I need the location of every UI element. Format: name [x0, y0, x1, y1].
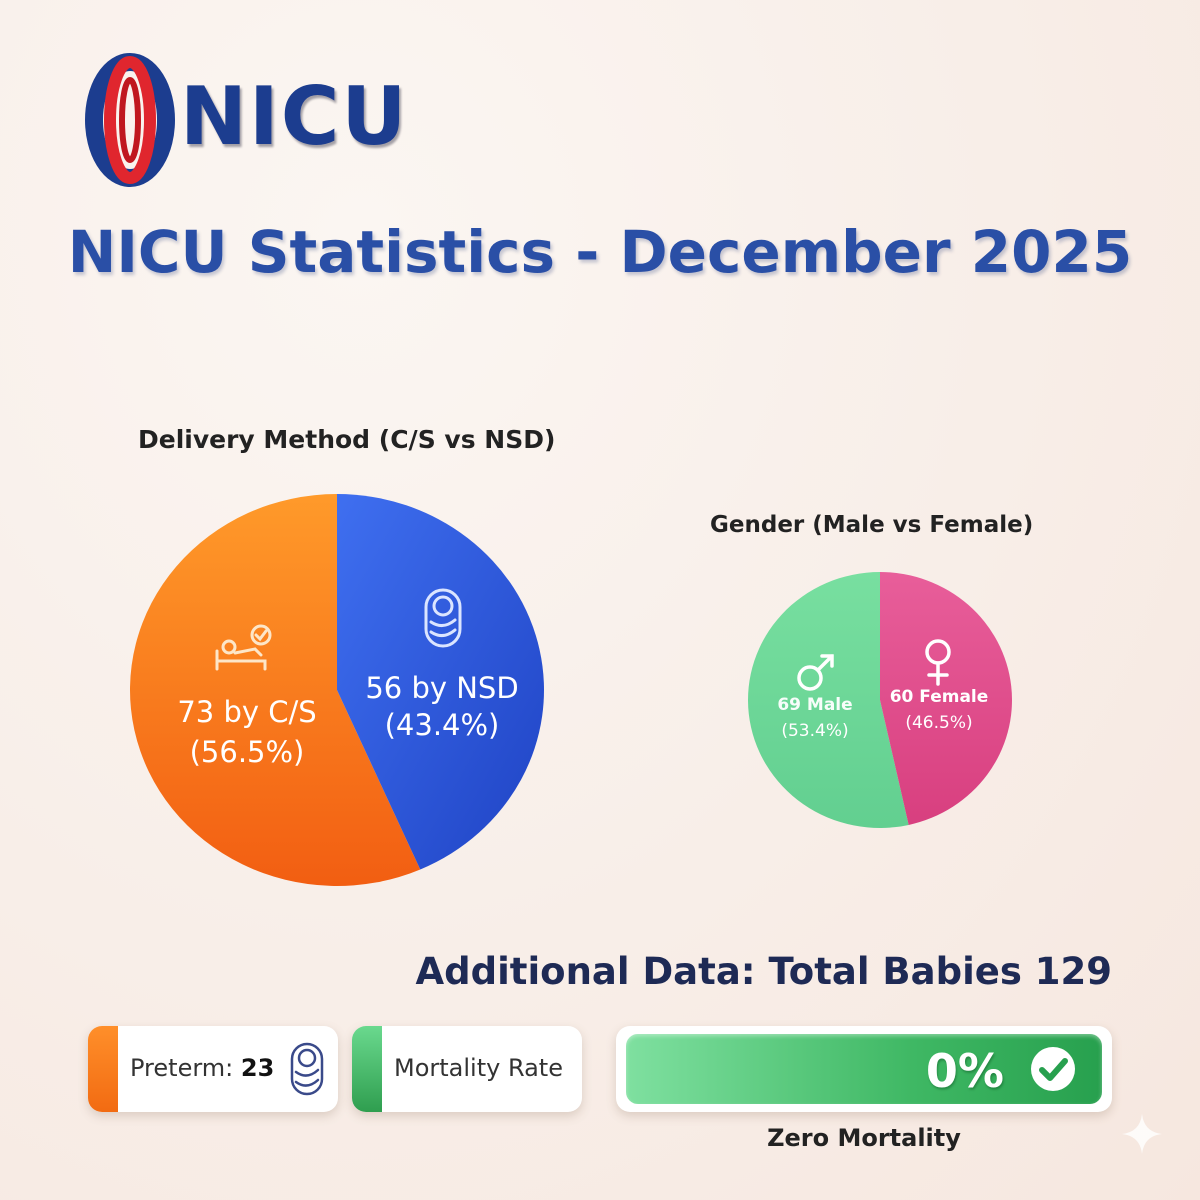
sparkle-icon: [1122, 1114, 1162, 1154]
cs-percent: (56.5%): [190, 735, 305, 769]
female-label: 60 Female: [890, 687, 989, 707]
check-icon: [1031, 1047, 1075, 1091]
female-percent: (46.5%): [905, 713, 972, 733]
pie-slice-nsd: [337, 494, 544, 870]
nsd-label: 56 by NSD: [365, 671, 518, 705]
mortality-value: 0%: [925, 1044, 1004, 1098]
swaddled-baby-icon: [290, 1042, 324, 1096]
preterm-card: Preterm: 23: [88, 1026, 338, 1112]
pie-slice-female: [880, 572, 1013, 825]
male-symbol-icon: [797, 654, 834, 691]
swaddled-baby-icon: [424, 588, 462, 648]
logo-text: NICU: [180, 70, 409, 163]
nsd-percent: (43.4%): [385, 708, 500, 742]
male-percent: (53.4%): [781, 721, 848, 741]
nicu-logo: [85, 53, 175, 187]
mortality-rate-bar: 0%: [626, 1034, 1102, 1104]
gender-chart-title: Gender (Male vs Female): [710, 512, 1034, 538]
delivery-pie-chart: 73 by C/S (56.5%) 56 by NSD (43.4%): [129, 494, 544, 886]
additional-data-heading: Additional Data: Total Babies 129: [415, 950, 1113, 993]
preterm-value: 23: [240, 1054, 275, 1082]
pie-slice-cs: [129, 494, 421, 886]
cesarean-icon: [215, 624, 272, 671]
mortality-card: Mortality Rate: [352, 1026, 582, 1112]
pie-slice-male: [748, 572, 909, 828]
delivery-chart-title: Delivery Method (C/S vs NSD): [138, 425, 556, 454]
zero-mortality-caption: Zero Mortality: [767, 1124, 961, 1152]
mortality-accent-bar: [352, 1026, 382, 1112]
male-label: 69 Male: [777, 695, 852, 715]
mortality-rate-panel: 0%: [616, 1026, 1112, 1112]
cs-label: 73 by C/S: [177, 695, 316, 729]
page-title: NICU Statistics - December 2025: [67, 218, 1133, 286]
preterm-label: Preterm:: [130, 1054, 234, 1082]
mortality-label: Mortality Rate: [394, 1054, 563, 1082]
female-symbol-icon: [925, 639, 951, 686]
gender-pie-chart: 69 Male (53.4%) 60 Female (46.5%): [748, 572, 1013, 828]
preterm-accent-bar: [88, 1026, 118, 1112]
